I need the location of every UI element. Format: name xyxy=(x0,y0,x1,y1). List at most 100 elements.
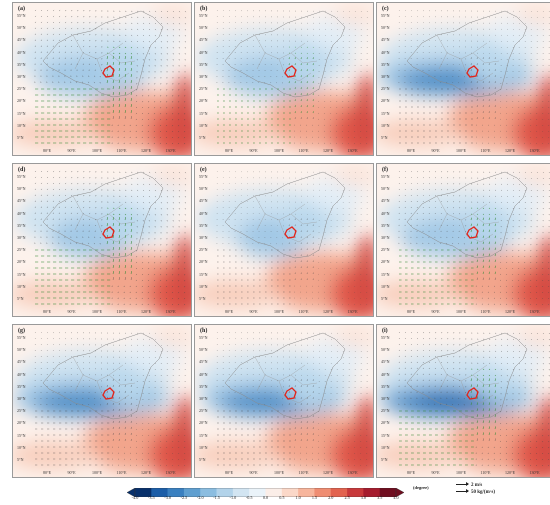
lat-tick-label: 45°N xyxy=(199,198,208,204)
lat-tick-label: 30°N xyxy=(381,396,390,401)
lon-tick-label: 130°E xyxy=(347,470,358,475)
lat-tick-label: 35°N xyxy=(199,383,208,389)
arrow-icon xyxy=(456,482,469,487)
map-canvas xyxy=(377,164,550,316)
map-panel-h: (h) 55°N 50°N 45°N 40°N 35°N 30°N 25°N 20°N 15°N 1… xyxy=(194,324,374,478)
lat-tick-label: 45°N xyxy=(199,37,208,43)
colorbar-tick-label: -1.5 xyxy=(213,495,220,500)
legend-vector-1: 2 m/s xyxy=(471,483,483,488)
lat-tick-label: 10°N xyxy=(381,444,390,450)
lat-tick-label: 25°N xyxy=(199,408,208,414)
province-lines xyxy=(436,34,500,82)
lat-tick-label: 35°N xyxy=(199,61,208,67)
lat-tick-label: 45°N xyxy=(199,359,208,365)
wind-vectors xyxy=(34,332,186,466)
lat-tick-label: 50°N xyxy=(381,186,390,192)
country-outline xyxy=(42,10,164,98)
colorbar-tick-label: -1.0 xyxy=(229,495,237,500)
lat-tick-label: 5°N xyxy=(381,457,388,462)
lat-tick-label: 30°N xyxy=(381,74,390,79)
lat-tick-label: 35°N xyxy=(381,61,390,67)
lat-tick-label: 45°N xyxy=(381,37,390,43)
region-marker xyxy=(466,65,479,78)
colorbar-segment xyxy=(265,488,283,497)
lat-tick-label: 20°N xyxy=(17,420,26,426)
region-marker xyxy=(102,65,115,78)
lat-tick-label: 20°N xyxy=(381,98,390,104)
lat-tick-label: 45°N xyxy=(17,359,26,365)
country-outline xyxy=(224,10,346,98)
lon-tick-label: 110°E xyxy=(116,309,127,314)
map-panel-f: (f) 55°N 50°N 45°N 40°N 35°N 30°N 25°N 20°N 15°N 1… xyxy=(376,163,550,317)
lat-tick-label: 50°N xyxy=(17,25,26,31)
map-canvas xyxy=(195,3,373,155)
lon-tick-label: 110°E xyxy=(480,148,491,153)
lat-tick-label: 55°N xyxy=(381,335,390,340)
lon-tick-label: 100°E xyxy=(274,470,285,475)
panel-label: (e) xyxy=(200,167,207,173)
lat-tick-label: 5°N xyxy=(17,457,24,462)
colorbar-max-arrow xyxy=(395,487,405,498)
temperature-field xyxy=(377,327,550,477)
lat-tick-label: 10°N xyxy=(199,283,208,289)
lon-tick-label: 80°E xyxy=(225,309,234,314)
lon-tick-label: 130°E xyxy=(529,309,540,314)
map-panel-g: (g) 55°N 50°N 45°N 40°N 35°N 30°N 25°N 20°N 15°N 1… xyxy=(12,324,192,478)
lat-tick-label: 25°N xyxy=(199,86,208,92)
province-lines xyxy=(254,356,318,404)
lat-tick-label: 20°N xyxy=(381,420,390,426)
lat-tick-label: 55°N xyxy=(199,174,208,179)
colorbar-tick-label: -3.5 xyxy=(147,495,155,500)
temperature-field xyxy=(13,166,191,316)
colorbar-tick-label: -4.0 xyxy=(131,495,139,500)
panel-label: (g) xyxy=(18,328,25,334)
colorbar-tick-label: -0.5 xyxy=(245,495,253,500)
lon-tick-label: 120°E xyxy=(141,148,152,153)
colorbar-tick-label: 3.0 xyxy=(360,495,366,500)
lon-tick-label: 80°E xyxy=(225,148,234,153)
colorbar-tick-label: -2.0 xyxy=(196,495,204,500)
lat-tick-label: 30°N xyxy=(199,74,208,79)
lat-tick-label: 55°N xyxy=(17,13,26,18)
lat-tick-label: 50°N xyxy=(199,347,208,353)
lat-tick-label: 10°N xyxy=(17,444,26,450)
lon-tick-label: 100°E xyxy=(456,470,467,475)
lat-tick-label: 30°N xyxy=(199,235,208,240)
lon-tick-label: 110°E xyxy=(116,470,127,475)
lat-tick-label: 45°N xyxy=(381,359,390,365)
temperature-field xyxy=(377,166,550,316)
map-panel-c: (c) 55°N 50°N 45°N 40°N 35°N 30°N 25°N 20°N 15°N 1… xyxy=(376,2,550,156)
lat-tick-label: 55°N xyxy=(199,13,208,18)
map-canvas xyxy=(13,3,191,155)
panel-label: (f) xyxy=(382,167,388,173)
colorbar-segment xyxy=(281,488,299,497)
lon-tick-label: 130°E xyxy=(347,148,358,153)
colorbar-segment xyxy=(216,488,234,497)
colorbar-segment xyxy=(232,488,250,497)
region-marker xyxy=(284,65,297,78)
region-marker xyxy=(466,226,479,239)
temperature-field xyxy=(13,327,191,477)
lat-tick-label: 35°N xyxy=(17,222,26,228)
colorbar-tick-label: -2.5 xyxy=(180,495,188,500)
lon-tick-label: 90°E xyxy=(249,309,258,314)
lon-tick-label: 80°E xyxy=(225,470,234,475)
lat-tick-label: 25°N xyxy=(17,86,26,92)
panel-label: (d) xyxy=(18,167,26,173)
province-lines xyxy=(436,195,500,243)
region-marker xyxy=(102,226,115,239)
lat-tick-label: 35°N xyxy=(17,61,26,67)
colorbar-segment xyxy=(347,488,364,497)
colorbar-segment xyxy=(249,488,266,497)
lon-tick-label: 100°E xyxy=(92,148,103,153)
colorbar-tick-label: 1.0 xyxy=(295,495,301,500)
lon-tick-label: 80°E xyxy=(407,148,416,153)
lon-tick-label: 90°E xyxy=(249,470,258,475)
lon-tick-label: 130°E xyxy=(347,309,358,314)
panel-label: (b) xyxy=(200,6,208,12)
lat-tick-label: 15°N xyxy=(17,110,26,116)
lat-tick-label: 35°N xyxy=(381,222,390,228)
colorbar-segment xyxy=(183,488,201,497)
lon-tick-label: 110°E xyxy=(480,309,491,314)
lon-tick-label: 90°E xyxy=(67,148,76,153)
